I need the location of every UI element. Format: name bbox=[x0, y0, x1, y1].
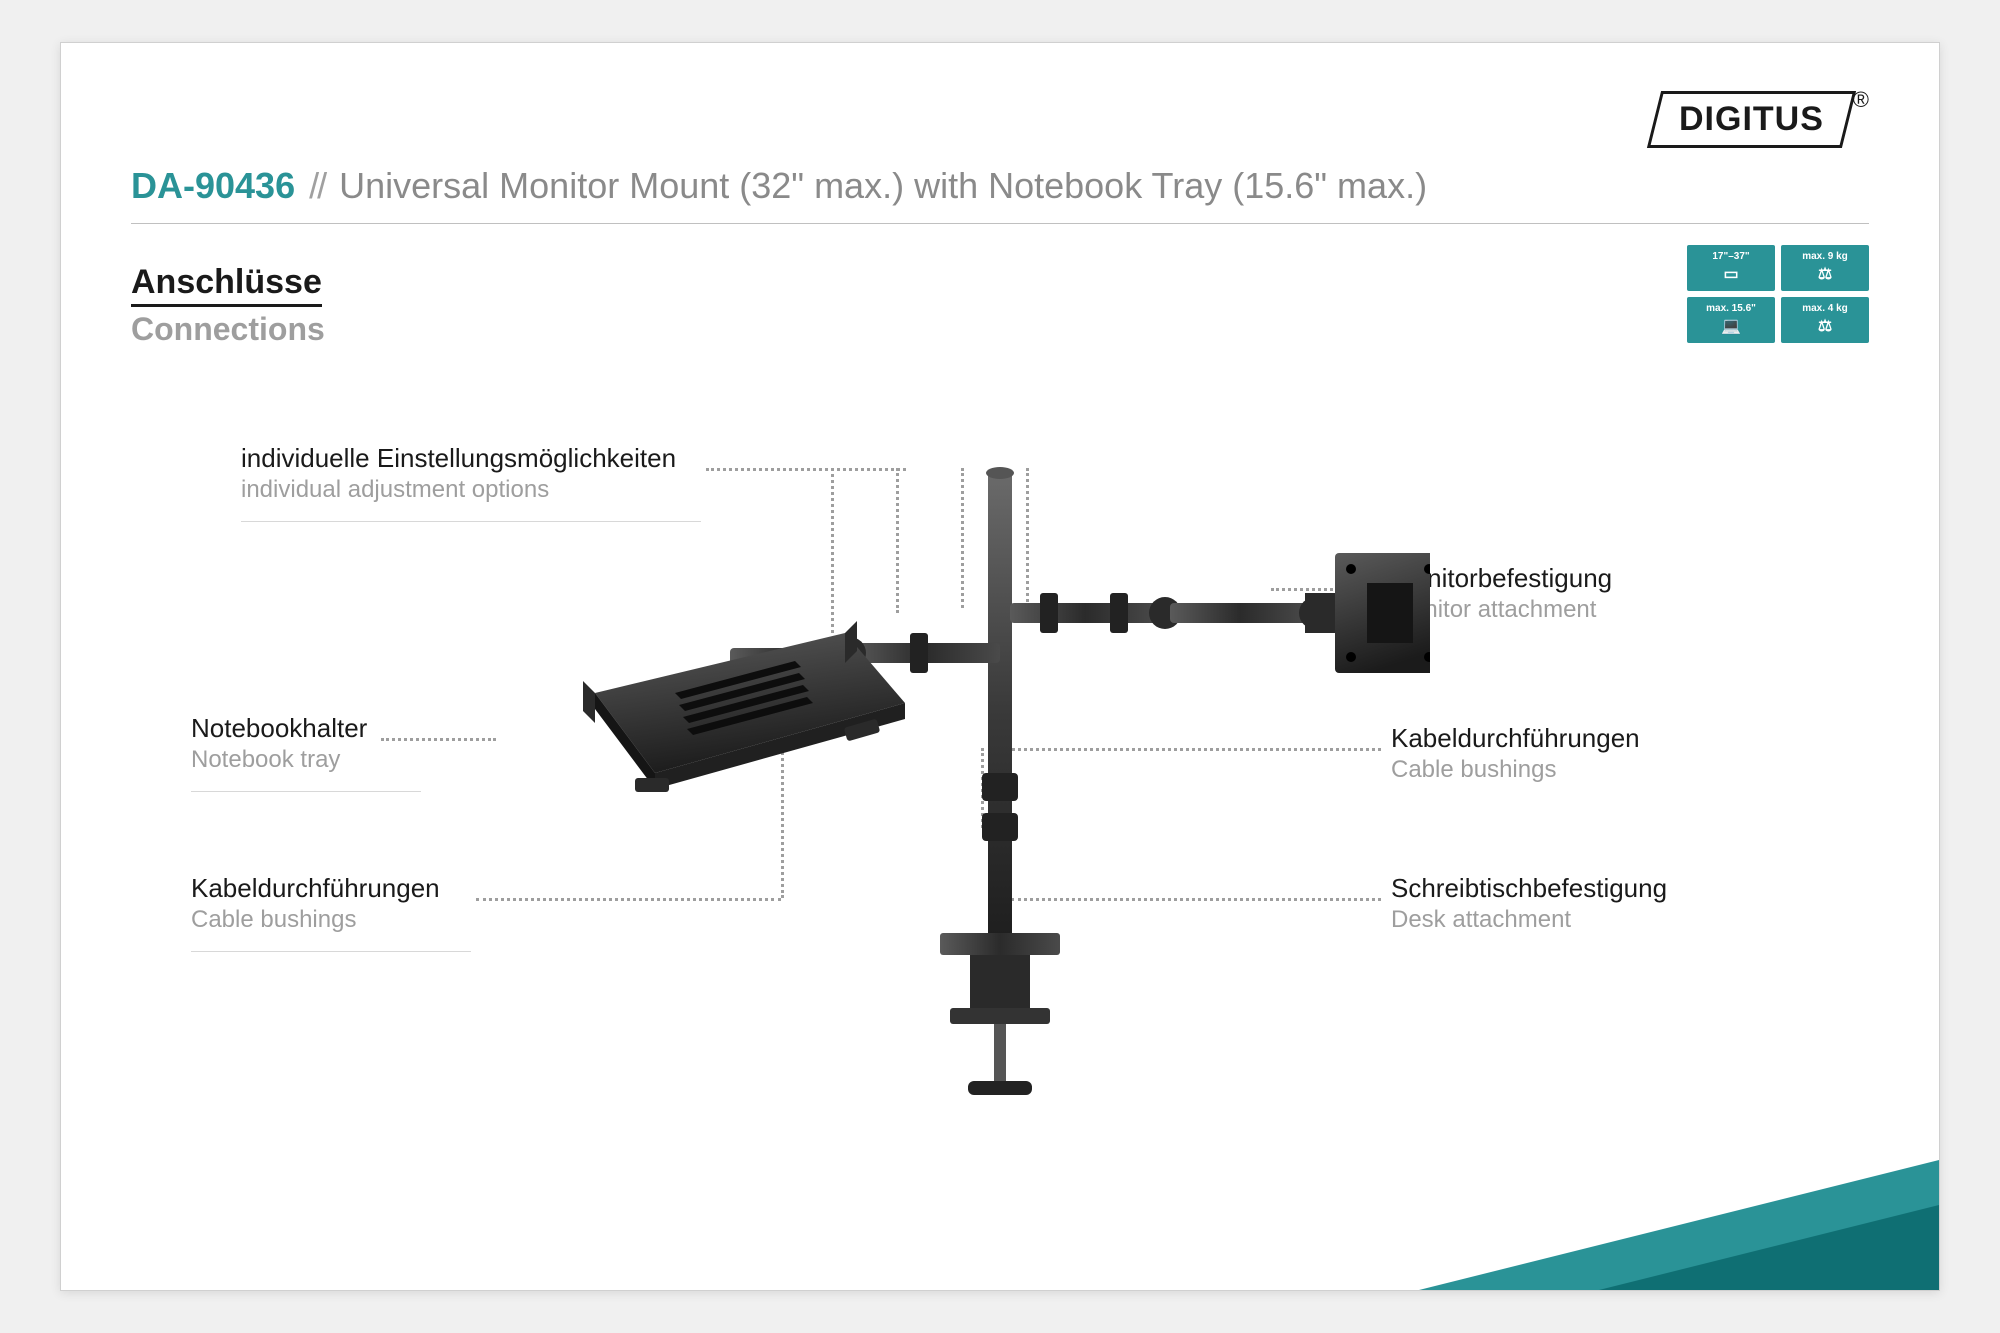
weight-icon: ⚖ bbox=[1818, 265, 1832, 284]
leader-line bbox=[381, 738, 496, 741]
section-en: Connections bbox=[131, 311, 325, 348]
separator: // bbox=[309, 165, 325, 207]
label-desk-attach: Schreibtischbefestigung Desk attachment bbox=[1391, 873, 1667, 934]
page: DIGITUS ® DA-90436 // Universal Monitor … bbox=[60, 42, 1940, 1291]
section-heading: Anschlüsse Connections bbox=[131, 263, 325, 348]
section-de: Anschlüsse bbox=[131, 263, 322, 307]
label-notebook-tray: Notebookhalter Notebook tray bbox=[191, 713, 367, 774]
badge-notebook-size: max. 15.6" 💻 bbox=[1687, 297, 1775, 343]
title-row: DA-90436 // Universal Monitor Mount (32"… bbox=[131, 165, 1869, 207]
monitor-icon: ▭ bbox=[1723, 265, 1738, 284]
product-illustration bbox=[570, 413, 1430, 1133]
badge-screen-size: 17"–37" ▭ bbox=[1687, 245, 1775, 291]
sku: DA-90436 bbox=[131, 165, 295, 207]
diagram-area: individuelle Einstellungsmöglichkeiten i… bbox=[131, 413, 1869, 1150]
spec-badges: 17"–37" ▭ max. 9 kg ⚖ max. 15.6" 💻 max. … bbox=[1687, 245, 1869, 343]
title-divider bbox=[131, 223, 1869, 224]
brand-text: DIGITUS bbox=[1679, 100, 1824, 139]
laptop-icon: 💻 bbox=[1721, 317, 1741, 336]
badge-max-weight-9: max. 9 kg ⚖ bbox=[1781, 245, 1869, 291]
product-title: Universal Monitor Mount (32" max.) with … bbox=[339, 165, 1427, 207]
badge-max-weight-4: max. 4 kg ⚖ bbox=[1781, 297, 1869, 343]
weight-icon: ⚖ bbox=[1818, 317, 1832, 336]
label-cable-left: Kabeldurchführungen Cable bushings bbox=[191, 873, 440, 934]
brand-logo: DIGITUS ® bbox=[1654, 91, 1869, 148]
